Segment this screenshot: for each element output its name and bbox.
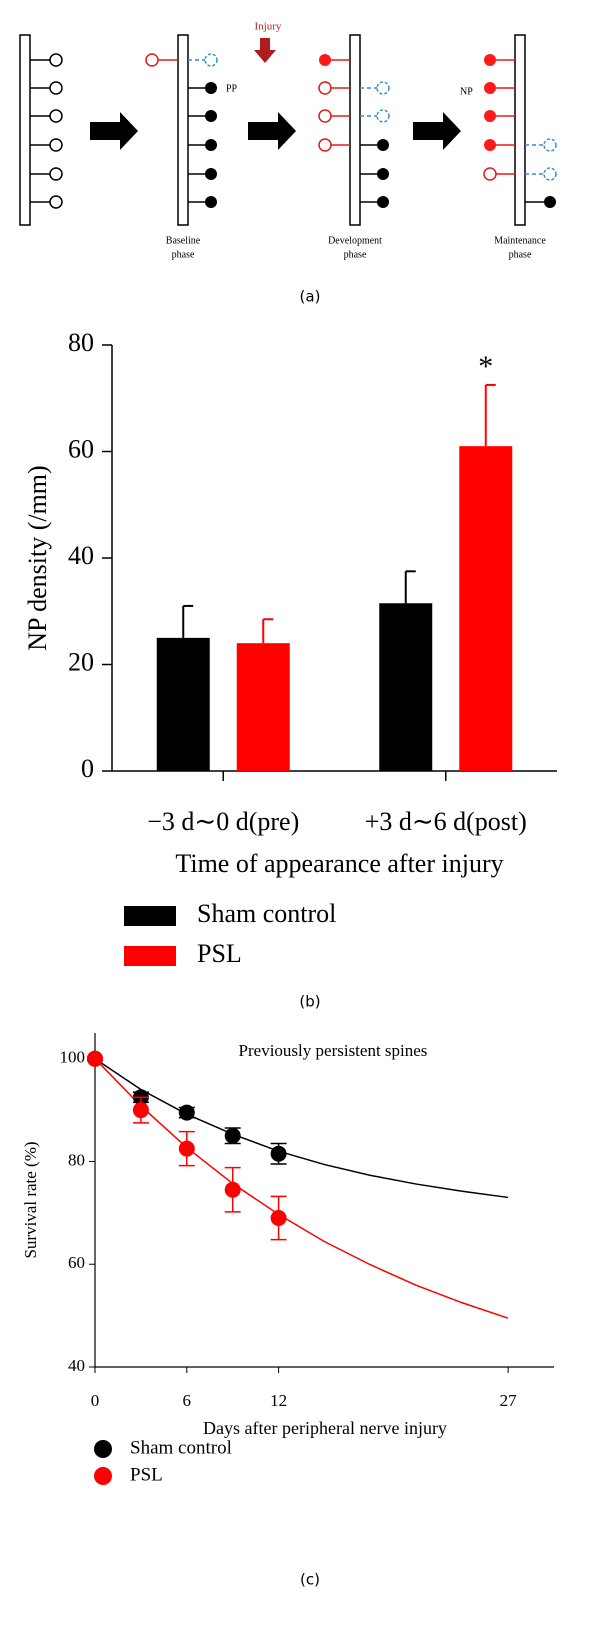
- legend-label: Sham control: [130, 1437, 232, 1458]
- x-axis-label: Days after peripheral nerve injury: [203, 1418, 447, 1438]
- dendrite: [177, 34, 189, 226]
- x-tick-label: 27: [500, 1391, 518, 1410]
- spines: [483, 54, 557, 208]
- caption: (b): [299, 993, 320, 1011]
- point: [270, 1209, 287, 1226]
- bar: [379, 603, 433, 771]
- y-tick-label: 60: [68, 1253, 85, 1272]
- legend-swatch: [124, 946, 176, 966]
- chart-title: Previously persistent spines: [239, 1041, 428, 1060]
- y-tick-label: 80: [68, 328, 94, 357]
- bar: [236, 643, 290, 771]
- point: [87, 1050, 103, 1067]
- phase-label: Baseline: [166, 235, 201, 246]
- diagram: PP Baseline phase Injury Development pha…: [19, 21, 557, 306]
- dendrite: [514, 34, 526, 226]
- point: [224, 1181, 241, 1198]
- caption: (a): [300, 288, 321, 306]
- bar: [459, 446, 513, 771]
- significance: *: [478, 350, 493, 383]
- dendrite: [349, 34, 361, 226]
- y-tick-label: 20: [68, 647, 94, 676]
- fit-line: [94, 1058, 509, 1199]
- np-label: NP: [460, 86, 473, 97]
- y-tick-label: 60: [68, 434, 94, 463]
- point: [224, 1127, 241, 1144]
- y-tick-label: 40: [68, 541, 94, 570]
- x-tick-label: 12: [270, 1391, 287, 1410]
- legend-swatch: [124, 906, 176, 926]
- phase-label: Maintenance: [494, 235, 546, 246]
- legend-label: PSL: [197, 939, 242, 968]
- injury-label: Injury: [255, 21, 282, 33]
- fit-line: [94, 1058, 509, 1319]
- legend-label: PSL: [130, 1464, 163, 1485]
- x-tick-label: 6: [183, 1391, 192, 1410]
- arrow: [248, 112, 296, 150]
- y-tick-label: 40: [68, 1356, 85, 1375]
- y-axis-label: Survival rate (%): [21, 1141, 40, 1258]
- x-tick-label: +3 d∼6 d(post): [365, 807, 527, 836]
- legend-marker: [94, 1467, 112, 1485]
- point: [178, 1104, 195, 1121]
- arrow: [413, 112, 461, 150]
- phase-label: Development: [328, 235, 382, 246]
- caption: (c): [300, 1571, 320, 1589]
- bar: [156, 637, 210, 771]
- x-axis-label: Time of appearance after injury: [175, 849, 503, 878]
- y-tick-label: 0: [81, 754, 94, 783]
- y-tick-label: 100: [60, 1048, 86, 1067]
- legend-marker: [94, 1440, 112, 1458]
- arrow: [90, 112, 138, 150]
- point: [132, 1102, 149, 1119]
- phase-label: phase: [344, 249, 367, 260]
- spines: [145, 53, 218, 208]
- phase-label: phase: [172, 249, 195, 260]
- spines: [318, 54, 390, 208]
- injury-arrow: [254, 38, 276, 63]
- x-tick-label: −3 d∼0 d(pre): [147, 807, 299, 836]
- point: [270, 1145, 287, 1162]
- y-axis-label: NP density (/mm): [23, 465, 52, 650]
- dendrite: [19, 34, 31, 226]
- point: [178, 1140, 195, 1157]
- spines: [30, 53, 63, 209]
- y-tick-label: 80: [68, 1150, 85, 1169]
- legend-label: Sham control: [197, 899, 336, 928]
- x-tick-label: 0: [91, 1391, 100, 1410]
- phase-label: phase: [509, 249, 532, 260]
- pp-label: PP: [226, 83, 238, 94]
